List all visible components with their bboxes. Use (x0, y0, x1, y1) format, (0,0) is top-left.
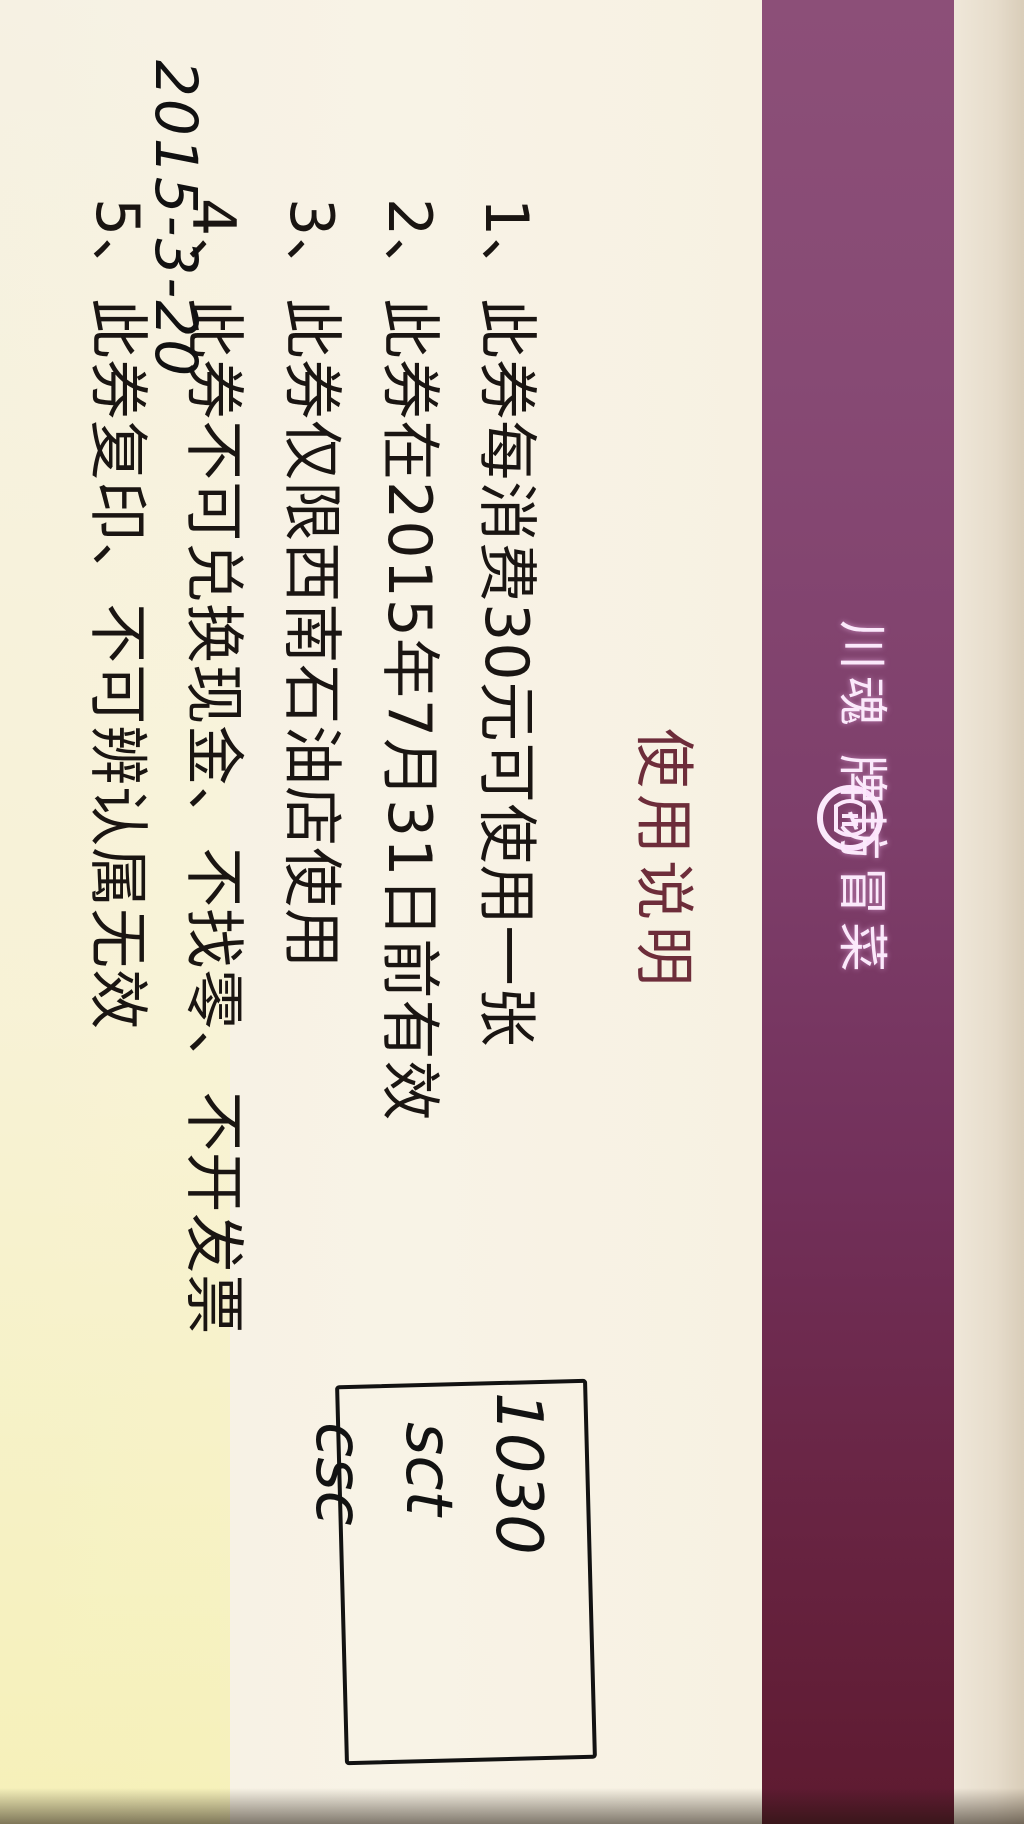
brand-band (762, 0, 954, 1824)
instructions-heading: 使用说明 (628, 728, 698, 992)
memo-line: sct (391, 1422, 465, 1516)
rule-item: 1、此券每消费30元可使用一张 (471, 198, 541, 1048)
memo-line: csc (301, 1422, 375, 1526)
rule-item: 2、此券在2015年7月31日前有效 (374, 198, 444, 1122)
handwritten-date: 2015-3-20 (142, 60, 210, 379)
photo-shadow (0, 1788, 1024, 1824)
memo-line: 1030 (481, 1392, 555, 1555)
rule-item: 3、此券仅限西南石油店使用 (276, 198, 346, 970)
brand-logo-icon (817, 785, 883, 851)
brand-name: 川魂 牌坊冒菜 (833, 620, 891, 978)
paper-edge (954, 0, 1024, 1824)
